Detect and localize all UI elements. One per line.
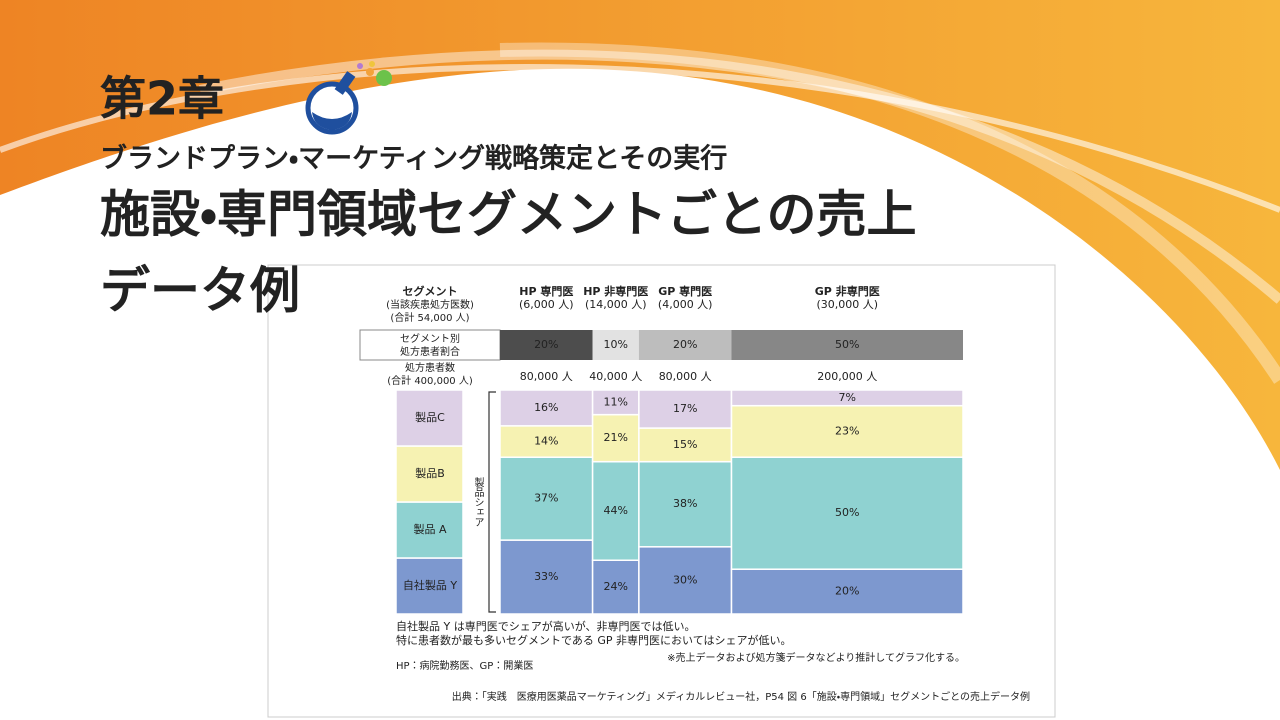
category-label: HP 非専門医 (583, 284, 648, 298)
ratio-bar (638, 330, 732, 360)
share-label: 17% (673, 402, 697, 415)
axis-label: 製品シェア (472, 476, 484, 527)
bracket (488, 391, 496, 613)
patients-value: 200,000 人 (817, 370, 877, 383)
legend-label: 製品C (415, 410, 445, 424)
share-segment (499, 425, 594, 458)
share-label: 33% (534, 570, 558, 583)
category-count: (14,000 人) (585, 298, 647, 311)
estimate-note: ※売上データおよび処方箋データなどより推計してグラフ化する。 (667, 651, 965, 664)
patients-value: 80,000 人 (520, 370, 573, 383)
share-label: 15% (673, 438, 697, 451)
share-segment (730, 456, 964, 570)
share-label: 7% (839, 391, 856, 404)
legend-label: 製品B (415, 466, 445, 480)
share-label: 11% (604, 395, 628, 408)
category-count: (6,000 人) (519, 298, 574, 311)
segment-sub: (当該疾患処方医数) (386, 298, 474, 311)
category-count: (4,000 人) (658, 298, 713, 311)
share-segment (638, 427, 733, 463)
share-segment (499, 539, 594, 615)
share-segment (591, 413, 640, 463)
segment-label: セグメント (403, 284, 458, 298)
ratio-label-box (359, 329, 501, 361)
legend-swatch (395, 557, 464, 615)
swoosh-line (499, 42, 1280, 384)
swoosh-line (199, 49, 1280, 304)
abbrev-note: HP：病院勤務医、GP：開業医 (396, 659, 533, 672)
subtitle: ブランドプラン・マーケティング戦略策定とその実行 (100, 143, 727, 175)
segment-total: (合計 54,000 人) (390, 311, 469, 324)
patients-label: 処方患者数 (405, 361, 455, 374)
share-segment (591, 559, 640, 615)
category-label: GP 専門医 (658, 284, 712, 298)
patients-value: 80,000 人 (659, 370, 712, 383)
ratio-value: 20% (534, 338, 558, 351)
ratio-label: セグメント別 (400, 332, 460, 345)
share-label: 16% (534, 401, 558, 414)
legend-swatch (395, 389, 464, 447)
share-segment (638, 460, 733, 548)
share-label: 14% (534, 435, 558, 448)
ratio-value: 20% (673, 338, 697, 351)
share-segment (591, 460, 640, 561)
patients-total: (合計 400,000 人) (387, 374, 473, 387)
category-label: GP 非専門医 (815, 284, 880, 298)
ratio-value: 50% (835, 338, 859, 351)
note: 自社製品 Y は専門医でシェアが高いが、非専門医では低い。 (396, 619, 696, 633)
legend-swatch (395, 501, 464, 559)
ratio-bar (500, 330, 593, 360)
swoosh-line (0, 64, 1280, 213)
patients-value: 40,000 人 (589, 370, 642, 383)
share-label: 21% (604, 431, 628, 444)
ratio-bar (731, 330, 963, 360)
ratio-bar (592, 330, 639, 360)
share-segment (730, 404, 964, 458)
share-label: 30% (673, 573, 697, 586)
chart: セグメント(当該疾患処方医数)(合計 54,000 人) セグメント別処方患者割合… (359, 284, 1030, 703)
share-segment (638, 546, 733, 615)
ratio-label: 処方患者割合 (400, 345, 460, 358)
share-segment (730, 389, 964, 407)
legend-swatch (395, 445, 464, 503)
flask-icon (305, 61, 392, 135)
note: 特に患者数が最も多いセグメントである GP 非専門医においてはシェアが低い。 (396, 633, 792, 647)
share-segment (730, 568, 964, 615)
share-label: 38% (673, 497, 697, 510)
legend-label: 自社製品 Y (403, 578, 457, 592)
legend-label: 製品 A (413, 522, 446, 536)
category-label: HP 専門医 (519, 284, 573, 298)
share-segment (499, 456, 594, 541)
ratio-value: 10% (604, 338, 628, 351)
source: 出典：「実践 医療用医薬品マーケティング」メディカルレビュー社，P54 図 6「… (452, 690, 1030, 703)
share-label: 20% (835, 585, 859, 598)
swoosh (0, 0, 1280, 470)
share-label: 50% (835, 506, 859, 519)
share-segment (499, 389, 594, 427)
share-label: 24% (604, 580, 628, 593)
category-count: (30,000 人) (816, 298, 878, 311)
share-label: 23% (835, 424, 859, 437)
title: 施設・専門領域セグメントごとの売上 (100, 186, 917, 244)
share-label: 37% (534, 492, 558, 505)
title: データ例 (100, 262, 300, 320)
share-label: 44% (604, 504, 628, 517)
chapter: 第2章 (100, 72, 224, 126)
